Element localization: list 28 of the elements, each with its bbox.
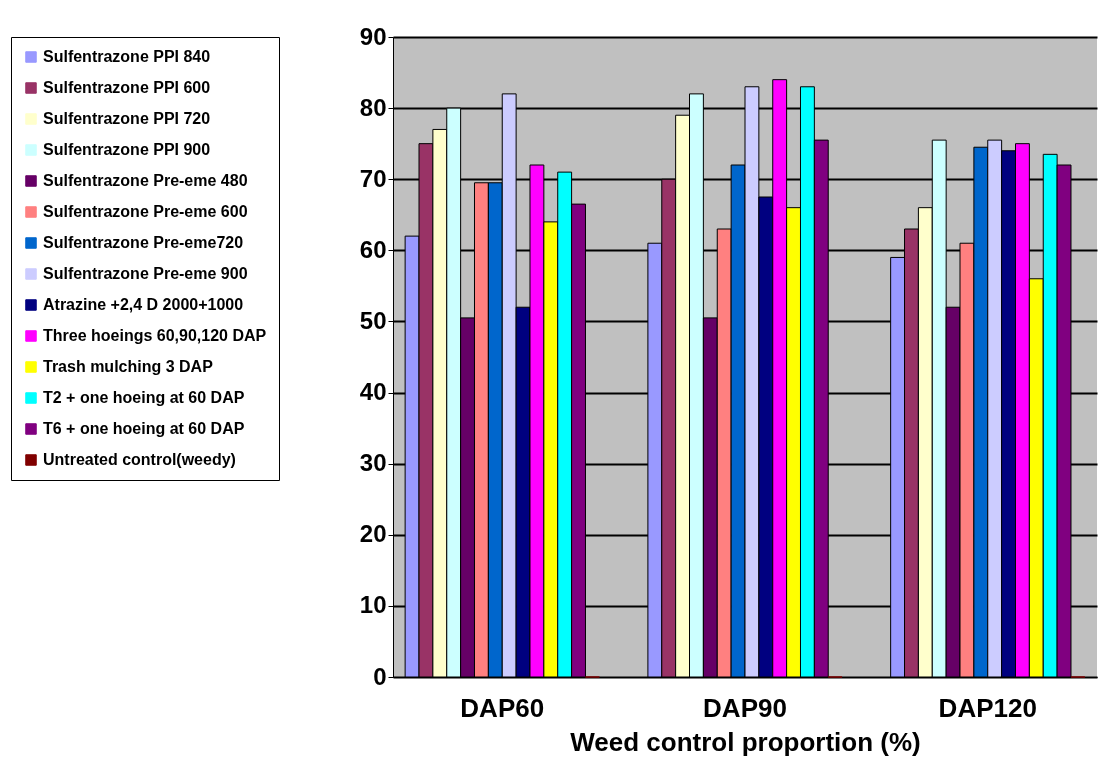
y-tick-label: 90 <box>359 22 387 50</box>
x-axis-title: Weed control proportion (%) <box>570 726 921 757</box>
legend-label: Trash mulching 3 DAP <box>43 358 214 375</box>
y-tick-label: 0 <box>373 662 387 690</box>
legend-label: Sulfentrazone Pre-eme720 <box>43 234 244 251</box>
legend-label: Three hoeings 60,90,120 DAP <box>43 327 267 344</box>
legend-label: Sulfentrazone PPI 720 <box>43 110 211 127</box>
legend-label: Sulfentrazone Pre-eme 900 <box>43 265 248 282</box>
legend-label: Atrazine +2,4 D 2000+1000 <box>43 296 244 313</box>
y-tick-label: 20 <box>359 520 387 548</box>
x-tick-label: DAP90 <box>703 692 787 723</box>
legend-label: Sulfentrazone Pre-eme 480 <box>43 172 248 189</box>
y-tick-label: 70 <box>359 164 387 192</box>
legend-label: Sulfentrazone PPI 600 <box>43 79 211 96</box>
y-tick-label: 40 <box>359 378 387 406</box>
legend-label: T6 + one hoeing at 60 DAP <box>43 420 245 437</box>
legend-label: T2 + one hoeing at 60 DAP <box>43 389 245 406</box>
legend-label: Sulfentrazone PPI 900 <box>43 141 211 158</box>
x-tick-label: DAP120 <box>938 692 1037 723</box>
legend-label: Sulfentrazone Pre-eme 600 <box>43 203 248 220</box>
y-tick-label: 50 <box>359 306 387 334</box>
legend-label: Untreated control(weedy) <box>43 451 236 468</box>
legend-label: Sulfentrazone PPI 840 <box>43 48 211 65</box>
x-tick-label: DAP60 <box>460 692 545 723</box>
y-tick-label: 80 <box>359 93 387 121</box>
y-tick-label: 10 <box>359 591 387 619</box>
y-tick-label: 60 <box>359 235 387 263</box>
y-tick-label: 30 <box>359 449 387 477</box>
